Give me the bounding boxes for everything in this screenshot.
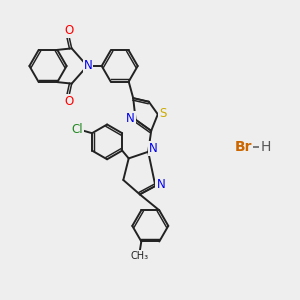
Text: Br: Br xyxy=(234,140,252,154)
Text: CH₃: CH₃ xyxy=(131,251,149,261)
Text: O: O xyxy=(64,94,73,107)
Text: N: N xyxy=(156,178,165,191)
Text: O: O xyxy=(64,25,73,38)
Text: H: H xyxy=(260,140,271,154)
Text: N: N xyxy=(149,142,158,155)
Text: S: S xyxy=(159,107,167,120)
Text: N: N xyxy=(126,112,135,125)
Text: Cl: Cl xyxy=(72,123,83,136)
Text: N: N xyxy=(83,59,92,73)
